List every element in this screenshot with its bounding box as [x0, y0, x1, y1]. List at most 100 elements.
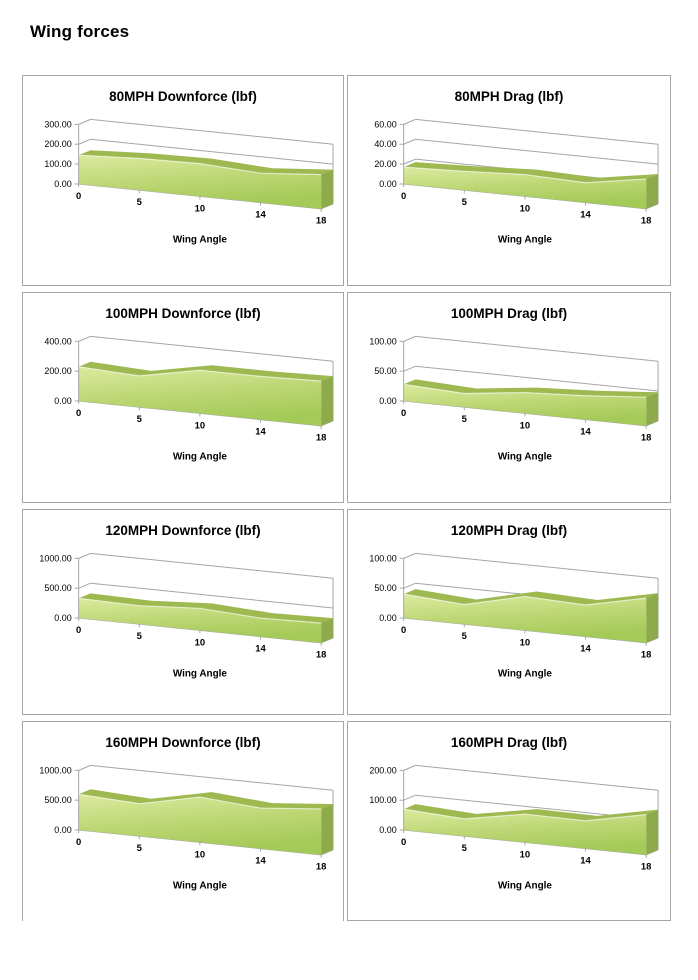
x-tick-label: 18: [316, 650, 326, 661]
y-tick-label: 1000.00: [39, 765, 71, 775]
area-series: [78, 593, 334, 643]
y-tick-label: 0.00: [54, 825, 71, 835]
x-tick-label: 14: [580, 427, 591, 438]
y-tick-label: 1000.00: [39, 553, 71, 563]
x-tick-label: 0: [76, 625, 81, 636]
area-side-face: [646, 174, 659, 209]
x-tick-label: 10: [195, 203, 206, 214]
x-tick-label: 18: [316, 862, 326, 873]
chart-100mph-downforce-lbf: 100MPH Downforce (lbf) 0.00 200.00 400.00 0 5…: [22, 292, 344, 503]
y-tick-label: 0.00: [54, 179, 71, 189]
area-side-face: [321, 618, 334, 643]
y-tick-label: 300.00: [44, 119, 71, 129]
area-side-face: [321, 376, 334, 426]
area-top-highlight: [403, 808, 647, 822]
grid-line: [90, 582, 334, 609]
x-tick-label: 10: [195, 849, 206, 860]
x-tick-label: 0: [76, 408, 81, 419]
area-top-face: [403, 804, 659, 821]
area-top-face: [403, 379, 659, 398]
x-tick-label: 10: [195, 637, 206, 648]
value-axis: [399, 769, 647, 858]
x-axis-title: Wing Angle: [498, 452, 553, 463]
x-tick-label: 14: [580, 210, 591, 221]
grid-line: [403, 118, 416, 125]
x-tick-label: 10: [520, 420, 531, 431]
grid-line: [415, 365, 659, 392]
chart-plot-area: 0.00 50.00 100.00 0 5 10 14 18 Wing Angle: [369, 552, 659, 680]
area-top-face: [78, 150, 334, 175]
area-front-face: [403, 384, 647, 426]
x-axis-title: Wing Angle: [498, 235, 553, 246]
area-front-face: [78, 598, 322, 643]
area-series: [403, 804, 659, 855]
x-axis-title: Wing Angle: [173, 669, 228, 680]
chart-plot-area: 0.00 500.00 1000.00 0 5 10 14 18 Wing Angle: [39, 764, 334, 892]
area-front-face: [78, 366, 322, 426]
y-tick-label: 50.00: [374, 366, 396, 376]
area-front-face: [403, 809, 647, 855]
x-tick-label: 5: [462, 843, 467, 854]
y-tick-label: 60.00: [374, 119, 396, 129]
x-axis-title: Wing Angle: [173, 452, 228, 463]
area-front-face: [78, 155, 322, 209]
area-front-face: [78, 794, 322, 855]
grid-line: [78, 582, 91, 589]
grid-line: [78, 138, 91, 145]
value-axis: [74, 557, 322, 646]
y-tick-label: 100.00: [369, 336, 396, 346]
chart-120mph-drag-lbf: 120MPH Drag (lbf) 0.00 50.00 100.00 0 5 10 14 18…: [347, 509, 671, 715]
y-tick-label: 50.00: [374, 583, 396, 593]
chart-plot-area: 0.00 500.00 1000.00 0 5 10 14 18 Wing Angle: [39, 552, 334, 680]
x-tick-label: 18: [641, 216, 651, 227]
x-tick-label: 0: [76, 191, 81, 202]
x-axis-title: Wing Angle: [173, 881, 228, 892]
grid-line: [403, 794, 416, 801]
chart-plot-area: 0.00 50.00 100.00 0 5 10 14 18 Wing Angle: [369, 335, 659, 463]
area-top-face: [403, 162, 659, 183]
chart-title: 100MPH Downforce (lbf): [105, 306, 261, 321]
y-tick-label: 20.00: [374, 159, 396, 169]
x-tick-label: 0: [401, 191, 406, 202]
value-axis: [74, 340, 322, 429]
value-axis: [399, 123, 647, 212]
grid-line: [403, 138, 416, 145]
y-tick-label: 100.00: [369, 553, 396, 563]
chart-title: 160MPH Downforce (lbf): [105, 735, 261, 750]
grid-line: [78, 335, 91, 342]
area-top-highlight: [78, 793, 322, 810]
y-tick-label: 40.00: [374, 139, 396, 149]
area-side-face: [646, 809, 659, 855]
x-tick-label: 10: [520, 849, 531, 860]
chart-80mph-downforce-lbf: 80MPH Downforce (lbf) 0.00 100.00 200.00 300…: [22, 75, 344, 286]
x-tick-label: 5: [137, 414, 142, 425]
chart-120mph-downforce-lbf: 120MPH Downforce (lbf) 0.00 500.00 1000.00 0…: [22, 509, 344, 715]
x-axis-title: Wing Angle: [498, 669, 553, 680]
grid-line: [415, 138, 659, 165]
x-tick-label: 10: [520, 203, 531, 214]
y-tick-label: 0.00: [379, 613, 396, 623]
x-tick-label: 0: [76, 837, 81, 848]
chart-80mph-drag-lbf: 80MPH Drag (lbf) 0.00 20.00 40.00 60.00 0 5 10 1…: [347, 75, 671, 286]
y-tick-label: 0.00: [379, 179, 396, 189]
area-top-highlight: [78, 154, 322, 176]
area-top-face: [78, 789, 334, 809]
x-tick-label: 0: [401, 837, 406, 848]
area-series: [403, 589, 659, 643]
page-title: Wing forces: [30, 22, 130, 41]
grid-line: [415, 764, 659, 791]
y-tick-label: 100.00: [44, 159, 71, 169]
y-tick-label: 500.00: [44, 795, 71, 805]
y-tick-label: 0.00: [54, 396, 71, 406]
x-tick-label: 5: [137, 197, 142, 208]
area-top-highlight: [78, 366, 322, 382]
x-axis-title: Wing Angle: [173, 235, 228, 246]
chart-title: 80MPH Downforce (lbf): [109, 89, 257, 104]
value-axis: [74, 123, 322, 212]
grid-line: [90, 764, 334, 791]
area-top-face: [78, 361, 334, 382]
area-side-face: [646, 392, 659, 426]
value-axis: [74, 769, 322, 858]
area-series: [403, 379, 659, 426]
x-tick-label: 14: [580, 644, 591, 655]
